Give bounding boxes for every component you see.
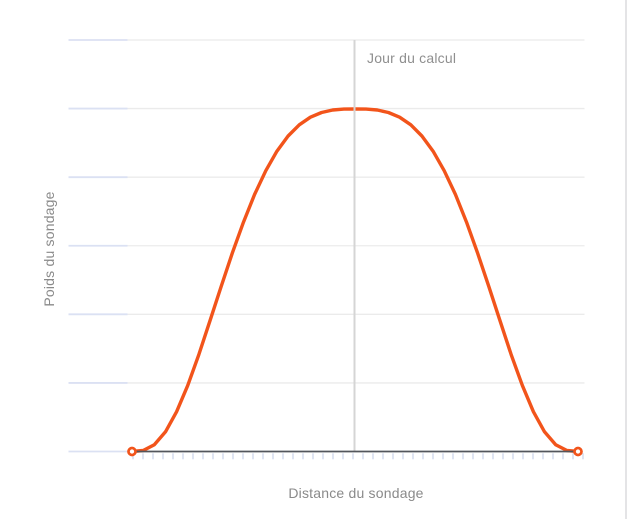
panel-divider (625, 0, 627, 519)
endpoint-marker (573, 446, 583, 457)
y-axis-title: Poids du sondage (41, 191, 57, 307)
x-axis-title: Distance du sondage (288, 485, 424, 501)
endpoint-marker (127, 446, 137, 457)
calc-day-annotation: Jour du calcul (367, 50, 457, 66)
